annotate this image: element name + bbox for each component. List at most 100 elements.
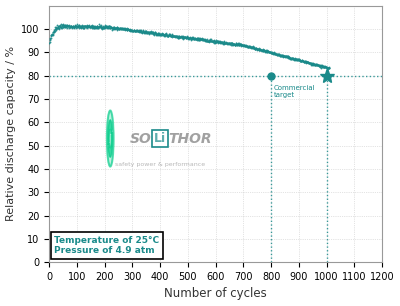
Point: [58, 23, 65, 28]
Point: [94, 24, 100, 29]
Point: [71, 24, 77, 29]
Point: [205, 38, 212, 43]
Point: [275, 52, 282, 57]
Point: [135, 29, 142, 34]
Point: [87, 24, 94, 29]
Point: [242, 44, 249, 49]
Point: [84, 25, 90, 30]
Point: [237, 42, 244, 47]
Point: [70, 24, 76, 28]
Point: [89, 22, 95, 27]
Point: [238, 42, 244, 47]
Point: [224, 42, 231, 47]
Point: [107, 24, 113, 29]
Point: [250, 46, 256, 50]
Point: [121, 26, 128, 31]
Point: [218, 41, 225, 46]
Point: [174, 35, 181, 39]
Point: [198, 37, 205, 42]
Text: THOR: THOR: [168, 132, 212, 146]
Point: [227, 42, 234, 47]
Point: [53, 25, 60, 30]
Point: [270, 51, 276, 56]
Point: [295, 57, 301, 62]
Point: [267, 49, 274, 54]
Point: [137, 28, 143, 32]
Point: [294, 57, 300, 62]
Point: [100, 25, 107, 30]
Point: [98, 25, 104, 30]
Point: [79, 25, 85, 30]
Point: [314, 63, 320, 68]
Point: [209, 39, 216, 44]
Point: [164, 33, 171, 38]
Point: [75, 23, 81, 28]
Point: [266, 49, 272, 54]
Point: [283, 54, 290, 59]
Point: [58, 24, 64, 29]
Point: [88, 24, 94, 28]
Point: [143, 31, 150, 36]
Point: [302, 60, 308, 65]
Point: [60, 23, 67, 28]
Point: [50, 32, 56, 37]
Point: [88, 24, 94, 29]
Point: [196, 38, 202, 43]
Point: [66, 24, 72, 28]
Point: [310, 62, 316, 67]
Point: [137, 28, 144, 33]
Point: [73, 25, 79, 30]
Point: [240, 43, 247, 47]
Point: [251, 47, 258, 51]
Point: [219, 40, 225, 45]
Point: [104, 25, 110, 30]
Point: [239, 43, 245, 47]
Point: [276, 51, 282, 56]
Point: [92, 25, 98, 30]
Point: [231, 42, 237, 47]
Point: [313, 62, 319, 67]
Point: [217, 40, 223, 45]
Point: [280, 54, 286, 59]
Point: [218, 39, 224, 44]
Point: [288, 56, 294, 61]
Point: [244, 44, 250, 49]
Point: [214, 39, 220, 44]
Point: [53, 26, 60, 31]
Point: [76, 23, 82, 28]
Point: [47, 35, 54, 40]
Point: [268, 50, 275, 55]
Point: [316, 63, 323, 68]
Point: [314, 62, 320, 67]
Point: [277, 54, 283, 59]
Point: [260, 48, 266, 53]
Point: [145, 30, 151, 35]
Point: [174, 35, 180, 40]
Point: [320, 65, 326, 69]
Point: [236, 43, 242, 47]
Wedge shape: [108, 132, 112, 157]
Point: [126, 27, 132, 32]
Point: [254, 47, 261, 52]
Point: [47, 37, 54, 42]
Point: [318, 65, 324, 70]
Point: [234, 41, 240, 46]
Point: [161, 32, 167, 37]
Point: [275, 52, 281, 57]
Point: [176, 34, 183, 39]
Point: [203, 38, 210, 43]
Point: [259, 49, 265, 54]
Point: [92, 24, 98, 29]
Point: [205, 40, 212, 45]
Point: [289, 56, 295, 61]
Point: [61, 23, 67, 28]
Point: [287, 56, 294, 61]
Point: [166, 33, 173, 38]
Point: [212, 40, 218, 45]
Point: [102, 24, 109, 28]
Point: [142, 31, 148, 35]
Point: [178, 34, 185, 39]
Point: [78, 25, 84, 30]
Point: [86, 23, 92, 28]
Point: [52, 27, 59, 32]
